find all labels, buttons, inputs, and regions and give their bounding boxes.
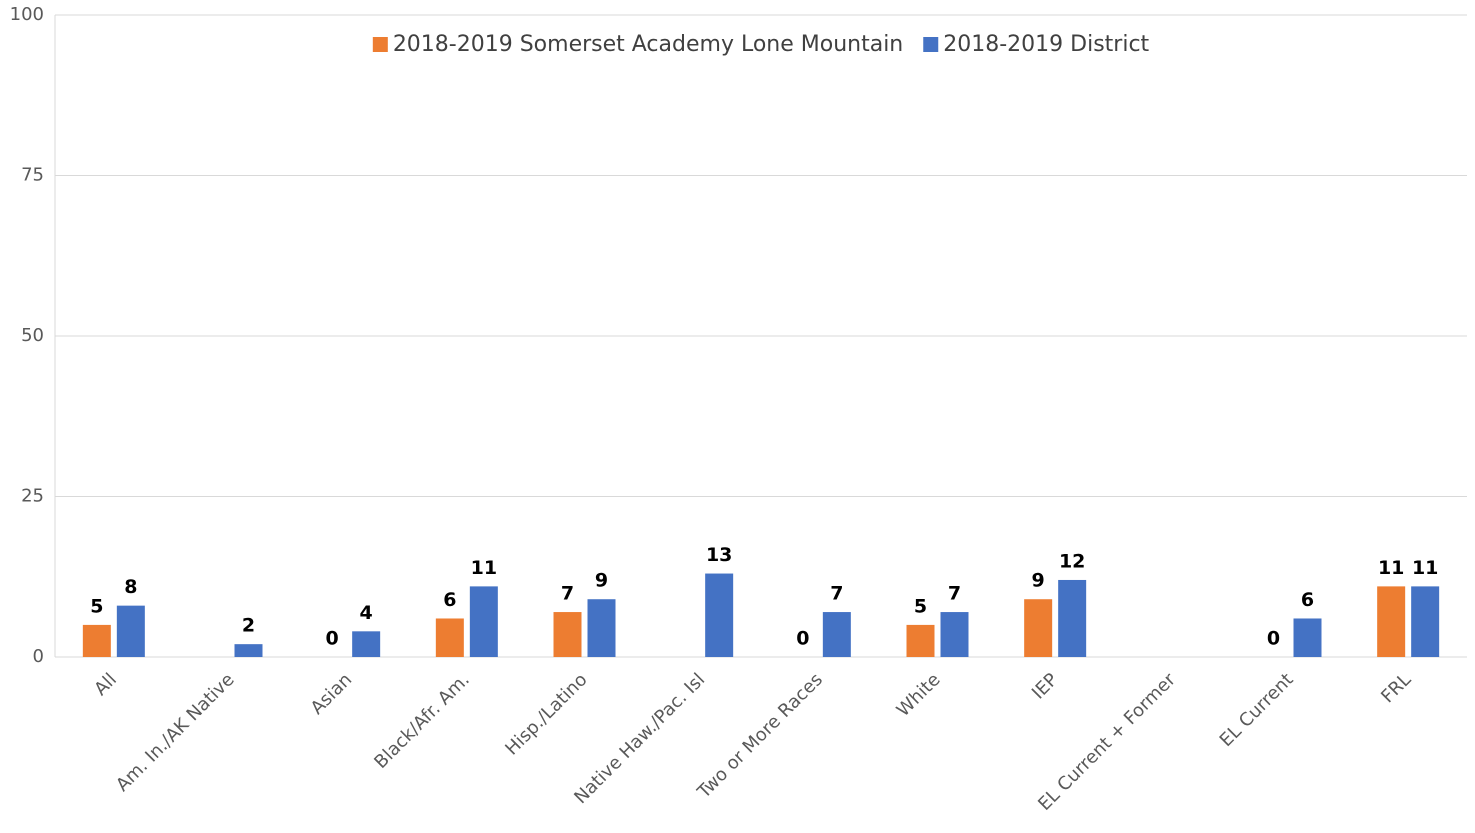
value-label: 5 <box>914 595 927 617</box>
x-tick-label: EL Current <box>1216 669 1298 751</box>
x-tick-label: Black/Afr. Am. <box>370 669 474 773</box>
bar <box>234 644 263 657</box>
legend-label: 2018-2019 Somerset Academy Lone Mountain <box>393 32 903 57</box>
y-tick-label: 50 <box>21 325 44 346</box>
x-tick-label: Two or More Races <box>693 669 827 803</box>
bar <box>1411 586 1440 657</box>
bar <box>116 605 145 657</box>
y-tick-label: 0 <box>33 646 44 667</box>
value-label: 8 <box>124 576 137 598</box>
value-label: 9 <box>1032 570 1045 592</box>
value-label: 0 <box>1267 628 1280 650</box>
bar <box>906 624 935 657</box>
value-label: 0 <box>326 628 339 650</box>
bar <box>587 599 616 657</box>
bar <box>1377 586 1406 657</box>
bar <box>822 612 851 657</box>
value-label: 4 <box>360 602 373 624</box>
bar <box>435 618 464 657</box>
y-tick-label: 75 <box>21 165 44 186</box>
bar <box>1293 618 1322 657</box>
bar <box>553 612 582 657</box>
x-tick-label: EL Current + Former <box>1034 669 1180 815</box>
x-tick-label: All <box>90 669 121 700</box>
value-label: 7 <box>830 583 843 605</box>
bar <box>352 631 381 657</box>
value-label: 6 <box>1301 589 1314 611</box>
legend-swatch <box>923 37 939 52</box>
value-label: 11 <box>1412 557 1438 579</box>
value-label: 13 <box>706 544 732 566</box>
legend-label: 2018-2019 District <box>943 32 1149 57</box>
value-label: 7 <box>948 583 961 605</box>
bar <box>705 573 734 657</box>
x-tick-label: White <box>893 669 945 721</box>
value-label: 11 <box>471 557 497 579</box>
value-label: 6 <box>443 589 456 611</box>
bar <box>1024 599 1053 657</box>
x-tick-label: Am. In./AK Native <box>112 669 239 796</box>
bar <box>82 624 111 657</box>
x-tick-label: IEP <box>1028 669 1062 703</box>
x-tick-label: Hisp./Latino <box>501 669 591 759</box>
legend-swatch <box>372 37 388 52</box>
value-label: 12 <box>1059 550 1085 572</box>
value-label: 5 <box>90 595 103 617</box>
value-label: 9 <box>595 570 608 592</box>
y-tick-label: 100 <box>10 4 44 25</box>
bar <box>940 612 969 657</box>
bar <box>469 586 498 657</box>
value-label: 0 <box>796 628 809 650</box>
y-tick-label: 25 <box>21 486 44 507</box>
value-label: 11 <box>1378 557 1404 579</box>
bar <box>1058 579 1087 657</box>
x-tick-label: Native Haw./Pac. Isl <box>570 669 709 808</box>
x-tick-label: Asian <box>307 669 357 719</box>
x-tick-label: FRL <box>1377 669 1415 707</box>
value-label: 7 <box>561 583 574 605</box>
value-label: 2 <box>242 615 255 637</box>
